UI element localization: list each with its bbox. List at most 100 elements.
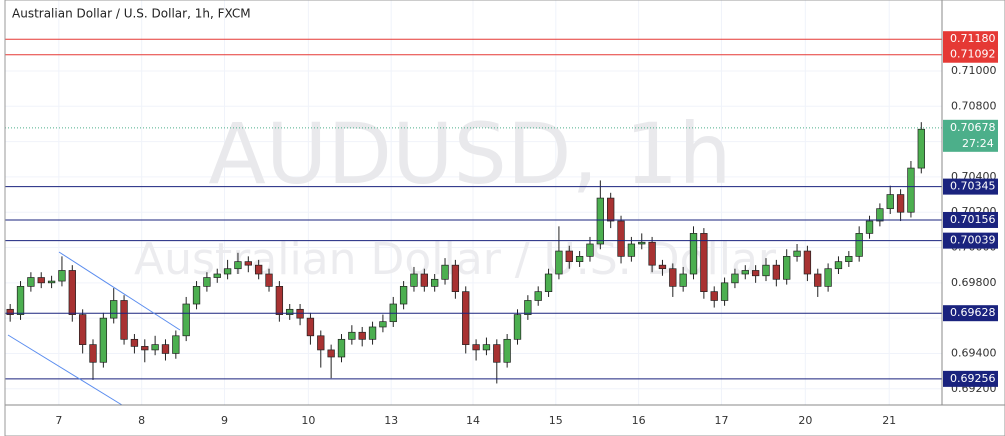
candle-body xyxy=(845,255,853,262)
candle-body xyxy=(493,344,501,363)
y-tick-label: 0.71000 xyxy=(951,64,997,77)
x-tick-label: 10 xyxy=(301,414,315,427)
candle-body xyxy=(441,264,449,280)
candle-body xyxy=(130,338,139,347)
candle-body xyxy=(669,268,677,287)
x-tick-label: 8 xyxy=(138,414,145,427)
candle-body xyxy=(482,344,491,351)
candle-body xyxy=(472,344,480,351)
y-tick-label: 0.70800 xyxy=(951,99,997,112)
level-tag xyxy=(943,232,998,249)
candle-body xyxy=(89,344,97,363)
x-tick-label: 15 xyxy=(549,414,563,427)
candle-body xyxy=(876,208,884,222)
grid xyxy=(5,0,942,405)
candle-body xyxy=(120,300,128,340)
x-tick-label: 13 xyxy=(384,414,398,427)
last-price-label: 0.70678 xyxy=(950,121,996,134)
candle-body xyxy=(886,194,894,210)
candle-body xyxy=(575,255,584,262)
candle-body xyxy=(524,300,532,315)
x-tick-label: 7 xyxy=(55,414,62,427)
candle-body xyxy=(68,270,76,315)
level-tag xyxy=(943,305,998,322)
candle-body xyxy=(565,250,573,262)
candle-body xyxy=(700,233,708,293)
x-tick-label: 21 xyxy=(882,414,896,427)
level-label: 0.70039 xyxy=(950,234,996,247)
candle-body xyxy=(234,261,242,270)
candle-body xyxy=(751,270,760,277)
candle-body xyxy=(379,321,387,328)
candle-body xyxy=(410,273,418,287)
candle-body xyxy=(141,346,149,351)
candle-body xyxy=(783,255,791,280)
level-tag xyxy=(943,178,998,195)
candle-body xyxy=(865,220,874,234)
candle-body xyxy=(27,277,35,287)
candle-body xyxy=(617,220,625,257)
watermark: AUDUSD, 1h xyxy=(208,105,731,203)
candle-body xyxy=(834,261,843,270)
candle-body xyxy=(772,264,781,280)
candle-body xyxy=(586,243,594,257)
candle-body xyxy=(741,270,749,275)
candle-body xyxy=(462,291,470,345)
level-label: 0.71092 xyxy=(950,48,996,61)
candle-body xyxy=(907,167,915,213)
y-tick-label: 0.69800 xyxy=(951,276,997,289)
candle-body xyxy=(431,278,439,287)
level-label: 0.69256 xyxy=(950,372,996,385)
candle-body xyxy=(689,233,698,275)
candle-body xyxy=(544,273,553,293)
candle-body xyxy=(607,197,615,222)
candle-body xyxy=(451,264,460,293)
candle-body xyxy=(265,273,273,287)
x-tick-label: 16 xyxy=(632,414,646,427)
x-tick-label: 20 xyxy=(798,414,812,427)
candle-body xyxy=(534,291,542,301)
candle-body xyxy=(824,268,832,287)
candle-body xyxy=(192,286,201,305)
last-price-tag xyxy=(943,119,998,152)
level-label: 0.70345 xyxy=(950,180,996,193)
candle-body xyxy=(254,264,263,275)
candle-body xyxy=(203,277,211,287)
candle-body xyxy=(658,264,667,270)
level-tag xyxy=(943,46,998,63)
candle-body xyxy=(110,300,118,319)
level-tag xyxy=(943,31,998,48)
candle-body xyxy=(762,264,770,277)
candle-body xyxy=(358,331,366,340)
candle-body xyxy=(855,233,863,257)
candle-body xyxy=(348,331,356,340)
candle-body xyxy=(731,273,739,284)
candle-body xyxy=(296,308,304,319)
x-tick-label: 14 xyxy=(466,414,480,427)
candle-body xyxy=(244,261,252,266)
candle-body xyxy=(327,349,335,358)
candle-body xyxy=(99,317,108,363)
candle-body xyxy=(337,338,346,358)
channel-line xyxy=(7,334,123,406)
candle-body xyxy=(151,344,159,351)
candle-body xyxy=(720,282,729,301)
x-tick-label: 17 xyxy=(714,414,728,427)
level-label: 0.69628 xyxy=(950,306,996,319)
candle-body xyxy=(513,314,522,340)
level-tag xyxy=(943,211,998,228)
candle-body xyxy=(917,128,925,169)
candle-body xyxy=(37,277,45,284)
y-tick-label: 0.69400 xyxy=(951,346,997,359)
candle-body xyxy=(627,243,636,257)
candle-body xyxy=(47,280,56,284)
candle-body xyxy=(803,250,812,275)
candle-body xyxy=(172,335,180,354)
level-tag xyxy=(943,370,998,387)
plot xyxy=(5,38,942,384)
x-tick-label: 9 xyxy=(221,414,228,427)
candle-body xyxy=(182,303,190,337)
candle-body xyxy=(503,338,511,363)
